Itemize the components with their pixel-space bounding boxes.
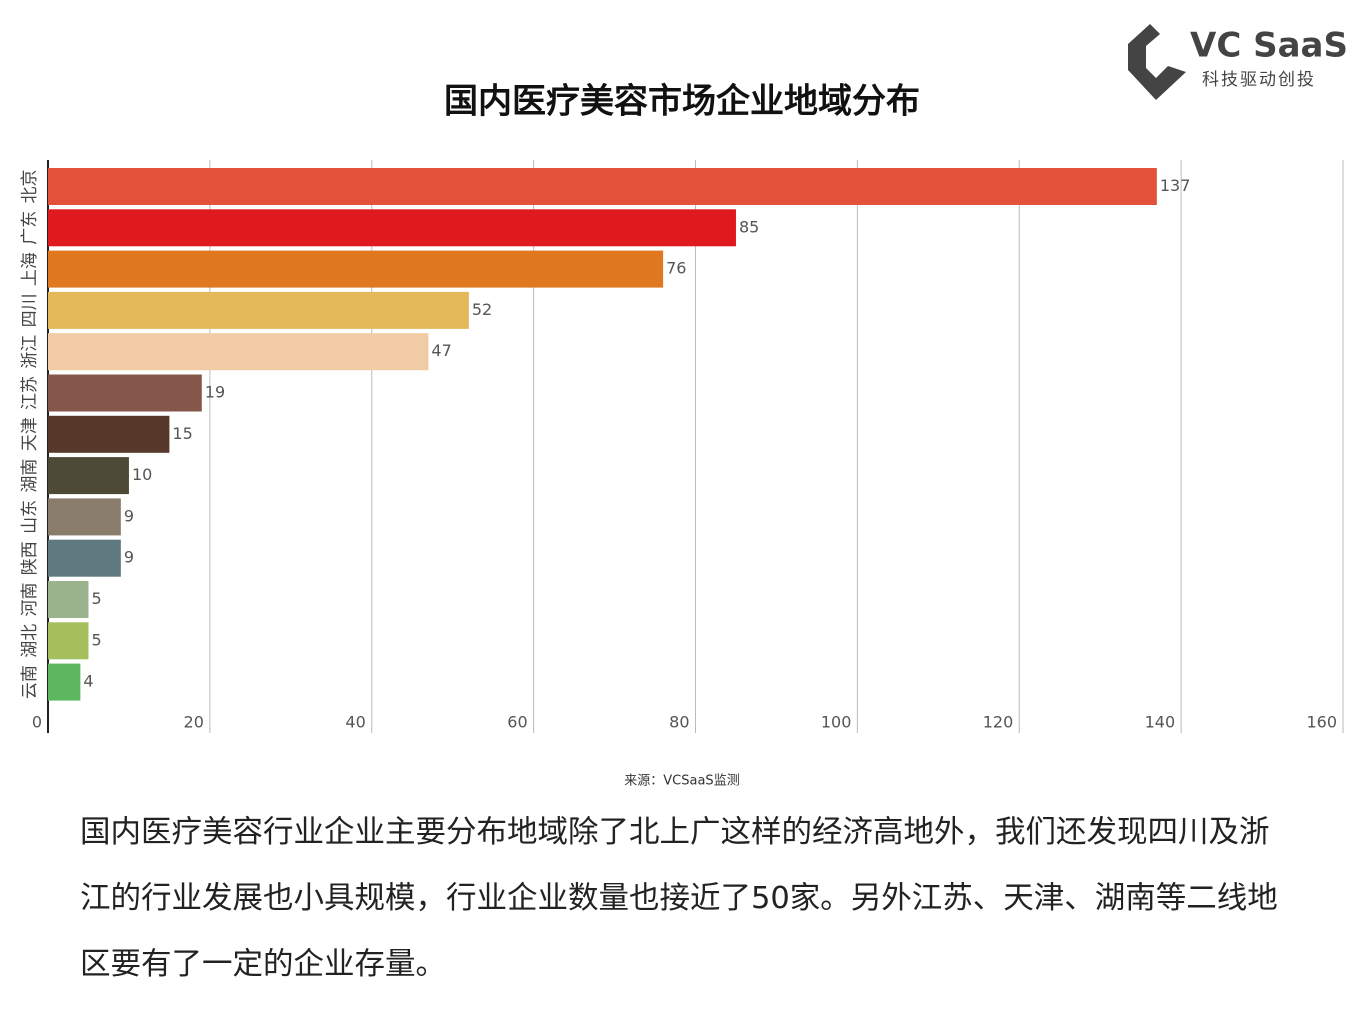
bar [48, 333, 429, 371]
bar [48, 209, 736, 247]
bar [48, 415, 170, 453]
value-label: 76 [666, 259, 686, 278]
y-tick-label: 湖北 [20, 624, 40, 658]
y-tick-label: 北京 [20, 170, 40, 204]
value-label: 10 [132, 465, 152, 484]
y-tick-label: 河南 [20, 583, 40, 617]
x-tick-label: 80 [669, 713, 689, 732]
chart-title: 国内医疗美容市场企业地域分布 [444, 82, 920, 122]
y-tick-label: 湖南 [20, 459, 40, 493]
bar [48, 374, 202, 412]
x-tick-label: 140 [1145, 713, 1176, 732]
x-tick-label: 60 [507, 713, 527, 732]
logo-name: VC SaaS [1190, 26, 1348, 66]
paragraph: 国内医疗美容行业企业主要分布地域除了北上广这样的经济高地外，我们还发现四川及浙江… [80, 815, 1278, 982]
y-tick-label: 山东 [20, 500, 40, 534]
logo-mark [1128, 24, 1186, 100]
value-label: 15 [172, 424, 192, 443]
x-tick-label: 0 [32, 713, 42, 732]
value-label: 85 [739, 217, 759, 236]
value-label: 19 [205, 383, 225, 402]
y-tick-label: 天津 [20, 417, 40, 451]
bar [48, 498, 121, 536]
value-label: 47 [431, 341, 451, 360]
y-tick-label: 云南 [20, 665, 40, 699]
y-tick-label: 四川 [20, 293, 40, 327]
value-label: 137 [1160, 176, 1191, 195]
bar [48, 457, 129, 495]
x-tick-label: 20 [184, 713, 204, 732]
y-tick-label: 上海 [20, 252, 40, 286]
value-label: 52 [472, 300, 492, 319]
y-tick-label: 浙江 [20, 335, 40, 369]
value-label: 5 [91, 589, 101, 608]
x-tick-label: 120 [983, 713, 1014, 732]
bar [48, 250, 664, 288]
logo-tagline: 科技驱动创投 [1202, 70, 1316, 90]
chart: VC SaaS 科技驱动创投 国内医疗美容市场企业地域分布 来源：VCSaaS监… [20, 24, 1348, 789]
y-tick-label: 广东 [20, 211, 40, 245]
bar [48, 581, 89, 618]
y-tick-label: 陕西 [20, 541, 40, 575]
bar [48, 291, 469, 329]
x-tick-label: 160 [1306, 713, 1337, 732]
y-tick-label: 江苏 [20, 376, 40, 410]
bar [48, 539, 121, 577]
value-label: 9 [124, 506, 134, 525]
bar [48, 663, 81, 701]
value-label: 9 [124, 548, 134, 567]
bar [48, 622, 89, 660]
value-label: 4 [83, 672, 93, 691]
bar [48, 168, 1157, 205]
value-label: 5 [91, 630, 101, 649]
source: 来源：VCSaaS监测 [624, 774, 739, 789]
x-tick-label: 40 [345, 713, 365, 732]
x-tick-label: 100 [821, 713, 852, 732]
